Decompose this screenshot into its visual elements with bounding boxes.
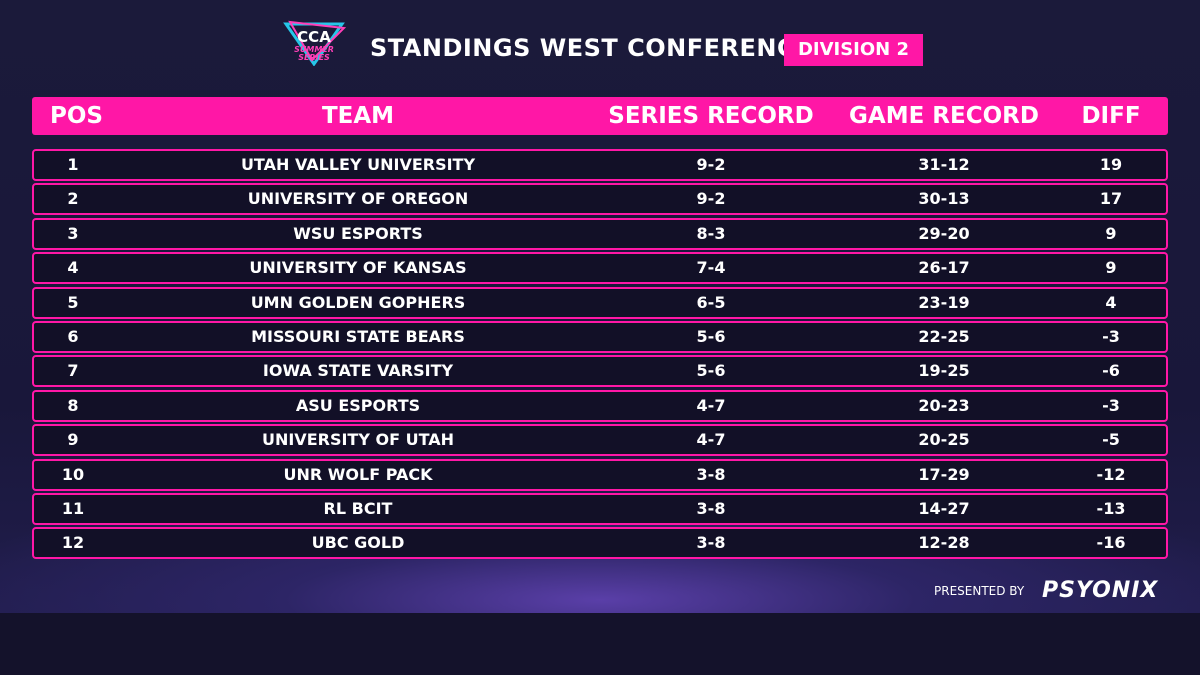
table-cell: UNIVERSITY OF KANSAS xyxy=(249,258,467,278)
table-header: POS TEAM SERIES RECORD GAME RECORD DIFF xyxy=(32,97,1168,135)
table-cell: 26-17 xyxy=(918,258,970,278)
logo-text: CCA xyxy=(297,28,331,46)
table-row: 12 UBC GOLD 3-8 12-28 -16 xyxy=(32,527,1168,560)
logo: CCA SUMMER SERIES xyxy=(282,20,346,66)
table-cell: UNIVERSITY OF UTAH xyxy=(261,430,455,450)
table-row: 11 RL BCIT 3-8 14-27 -13 xyxy=(32,493,1168,525)
table-cell: 8 xyxy=(67,395,79,415)
table-cell: 3 xyxy=(67,223,79,243)
column-header: GAME RECORD xyxy=(849,103,1039,129)
table-cell: 7 xyxy=(67,361,79,381)
presented-by: PRESENTED BY xyxy=(934,584,1025,598)
column-header: POS xyxy=(50,103,103,129)
table-cell: UMN GOLDEN GOPHERS xyxy=(250,292,466,312)
table-cell: 6 xyxy=(67,327,79,346)
table-cell: -6 xyxy=(1102,361,1120,381)
table-cell: 12 xyxy=(61,533,85,553)
table-row: 7 IOWA STATE VARSITY 5-6 19-25 -6 xyxy=(32,355,1168,388)
table-cell: 10 xyxy=(61,464,85,484)
table-cell: IOWA STATE VARSITY xyxy=(262,361,454,381)
table-cell: 9-2 xyxy=(696,189,726,209)
table-cell: 19 xyxy=(1099,155,1123,174)
logo-text: SERIES xyxy=(298,53,330,62)
title: STANDINGS WEST CONFERENCE xyxy=(370,34,812,62)
table-row: 3 WSU ESPORTS 8-3 29-20 9 xyxy=(32,217,1168,250)
table-cell: -12 xyxy=(1096,464,1126,484)
table-cell: 6-5 xyxy=(696,292,726,312)
table-cell: 5 xyxy=(67,292,79,312)
column-header: TEAM xyxy=(321,103,395,129)
table-cell: 3-8 xyxy=(696,499,726,518)
floor xyxy=(0,613,1200,675)
table-cell: 31-12 xyxy=(918,155,970,174)
table-cell: UNIVERSITY OF OREGON xyxy=(247,189,469,209)
table-cell: -5 xyxy=(1102,430,1120,450)
table-cell: 9-2 xyxy=(696,155,726,174)
table-cell: 20-25 xyxy=(918,430,970,450)
table-cell: RL BCIT xyxy=(323,499,393,518)
table-cell: 4-7 xyxy=(696,430,726,450)
table-row: 10 UNR WOLF PACK 3-8 17-29 -12 xyxy=(32,458,1168,491)
table-cell: 12-28 xyxy=(918,533,970,553)
table-cell: UTAH VALLEY UNIVERSITY xyxy=(240,155,476,174)
table-cell: 5-6 xyxy=(696,361,726,381)
table-cell: 4 xyxy=(1105,292,1117,312)
table-cell: UBC GOLD xyxy=(311,533,405,553)
logo-text: SUMMER xyxy=(294,45,334,54)
table-row: 9 UNIVERSITY OF UTAH 4-7 20-25 -5 xyxy=(32,424,1168,457)
table-cell: 20-23 xyxy=(918,395,970,415)
column-header: DIFF xyxy=(1081,103,1141,129)
table-cell: 2 xyxy=(67,189,79,209)
table-cell: MISSOURI STATE BEARS xyxy=(251,327,465,346)
table-cell: 4 xyxy=(67,258,79,278)
table-cell: UNR WOLF PACK xyxy=(283,464,433,484)
table-row: 2 UNIVERSITY OF OREGON 9-2 30-13 17 xyxy=(32,183,1168,216)
table-cell: 17 xyxy=(1099,189,1123,209)
table-row: 6 MISSOURI STATE BEARS 5-6 22-25 -3 xyxy=(32,321,1168,353)
table-cell: 3-8 xyxy=(696,464,726,484)
table-cell: 9 xyxy=(1105,258,1117,278)
table-row: 5 UMN GOLDEN GOPHERS 6-5 23-19 4 xyxy=(32,286,1168,319)
table-cell: 4-7 xyxy=(696,395,726,415)
table-cell: 23-19 xyxy=(918,292,970,312)
table-cell: 3-8 xyxy=(696,533,726,553)
table-cell: 30-13 xyxy=(918,189,970,209)
sponsor-logo: PSYONIX xyxy=(1042,578,1159,603)
table-cell: 5-6 xyxy=(696,327,726,346)
table-cell: 1 xyxy=(67,155,79,174)
table-cell: 14-27 xyxy=(918,499,970,518)
table-cell: 19-25 xyxy=(918,361,970,381)
table-cell: 17-29 xyxy=(918,464,970,484)
table-cell: -13 xyxy=(1096,499,1126,518)
table-cell: ASU ESPORTS xyxy=(295,395,421,415)
table-cell: 9 xyxy=(1105,223,1117,243)
table-cell: -3 xyxy=(1102,327,1120,346)
table-row: 1 UTAH VALLEY UNIVERSITY 9-2 31-12 19 xyxy=(32,149,1168,181)
table-cell: 8-3 xyxy=(696,223,726,243)
table-cell: 9 xyxy=(67,430,79,450)
column-header: SERIES RECORD xyxy=(608,103,814,129)
table-cell: WSU ESPORTS xyxy=(293,223,423,243)
table-cell: 7-4 xyxy=(696,258,726,278)
logo-shape xyxy=(283,20,346,66)
table-row: 4 UNIVERSITY OF KANSAS 7-4 26-17 9 xyxy=(32,252,1168,285)
table-cell: -3 xyxy=(1102,395,1120,415)
table-row: 8 ASU ESPORTS 4-7 20-23 -3 xyxy=(32,389,1168,422)
division-badge: DIVISION 2 xyxy=(784,34,923,66)
table-cell: -16 xyxy=(1096,533,1126,553)
table-cell: 22-25 xyxy=(918,327,970,346)
table-cell: 11 xyxy=(61,499,85,518)
table-cell: 29-20 xyxy=(918,223,970,243)
